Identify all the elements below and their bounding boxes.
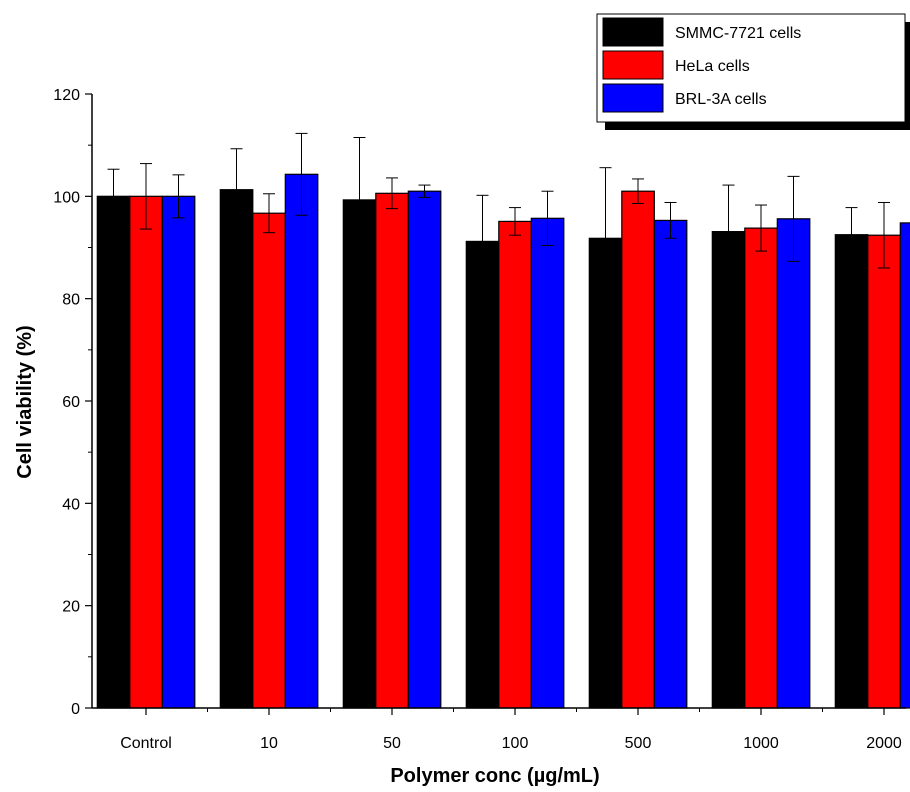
y-tick-label-2: 40	[62, 496, 80, 513]
legend-label-0: SMMC-7721 cells	[675, 25, 801, 42]
bar-2-1	[284, 173, 319, 709]
bar-2-5	[776, 218, 811, 709]
bar-2-2	[407, 190, 442, 709]
legend-swatch-0	[602, 17, 664, 47]
x-tick-label-3: 100	[502, 735, 529, 752]
bar-0-2	[342, 199, 377, 709]
y-tick-label-3: 60	[62, 394, 80, 411]
x-tick-label-6: 2000	[866, 735, 902, 752]
y-tick-label-1: 20	[62, 599, 80, 616]
y-tick-label-0: 0	[71, 701, 80, 718]
bar-1-6	[867, 234, 901, 709]
plot-area	[96, 132, 910, 709]
axes: Control 10 50 100 500 1000 2000 0 20 40 60 80 100 120	[53, 87, 906, 752]
bar-0-3	[465, 240, 500, 709]
bar-2-6	[899, 222, 910, 709]
bar-2-3	[530, 217, 565, 709]
legend-label-1: HeLa cells	[675, 58, 750, 75]
bar-0-4	[588, 237, 623, 709]
x-tick-label-2: 50	[383, 735, 401, 752]
bar-1-2	[375, 192, 409, 709]
legend: SMMC-7721 cells HeLa cells BRL-3A cells	[596, 13, 910, 130]
bar-1-3	[498, 220, 532, 709]
bar-1-0	[129, 195, 163, 709]
x-tick-label-0: Control	[120, 735, 172, 752]
legend-swatch-2	[602, 83, 664, 113]
y-axis-title: Cell viability (%)	[14, 325, 36, 478]
legend-swatch-1	[602, 50, 664, 80]
bar-2-4	[653, 219, 688, 709]
bar-0-5	[711, 231, 746, 709]
y-tick-label-5: 100	[53, 189, 80, 206]
y-tick-label-4: 80	[62, 292, 80, 309]
bar-0-6	[834, 234, 869, 709]
bar-1-1	[252, 212, 286, 709]
x-axis-title: Polymer conc (µg/mL)	[390, 765, 599, 787]
bar-0-1	[219, 189, 254, 709]
bar-1-5	[744, 227, 778, 709]
x-tick-label-5: 1000	[743, 735, 779, 752]
bar-1-4	[621, 190, 655, 709]
legend-label-2: BRL-3A cells	[675, 91, 767, 108]
x-tick-label-1: 10	[260, 735, 278, 752]
bar-0-0	[96, 195, 131, 709]
x-tick-label-4: 500	[625, 735, 652, 752]
y-tick-label-6: 120	[53, 87, 80, 104]
bar-2-0	[161, 195, 196, 709]
